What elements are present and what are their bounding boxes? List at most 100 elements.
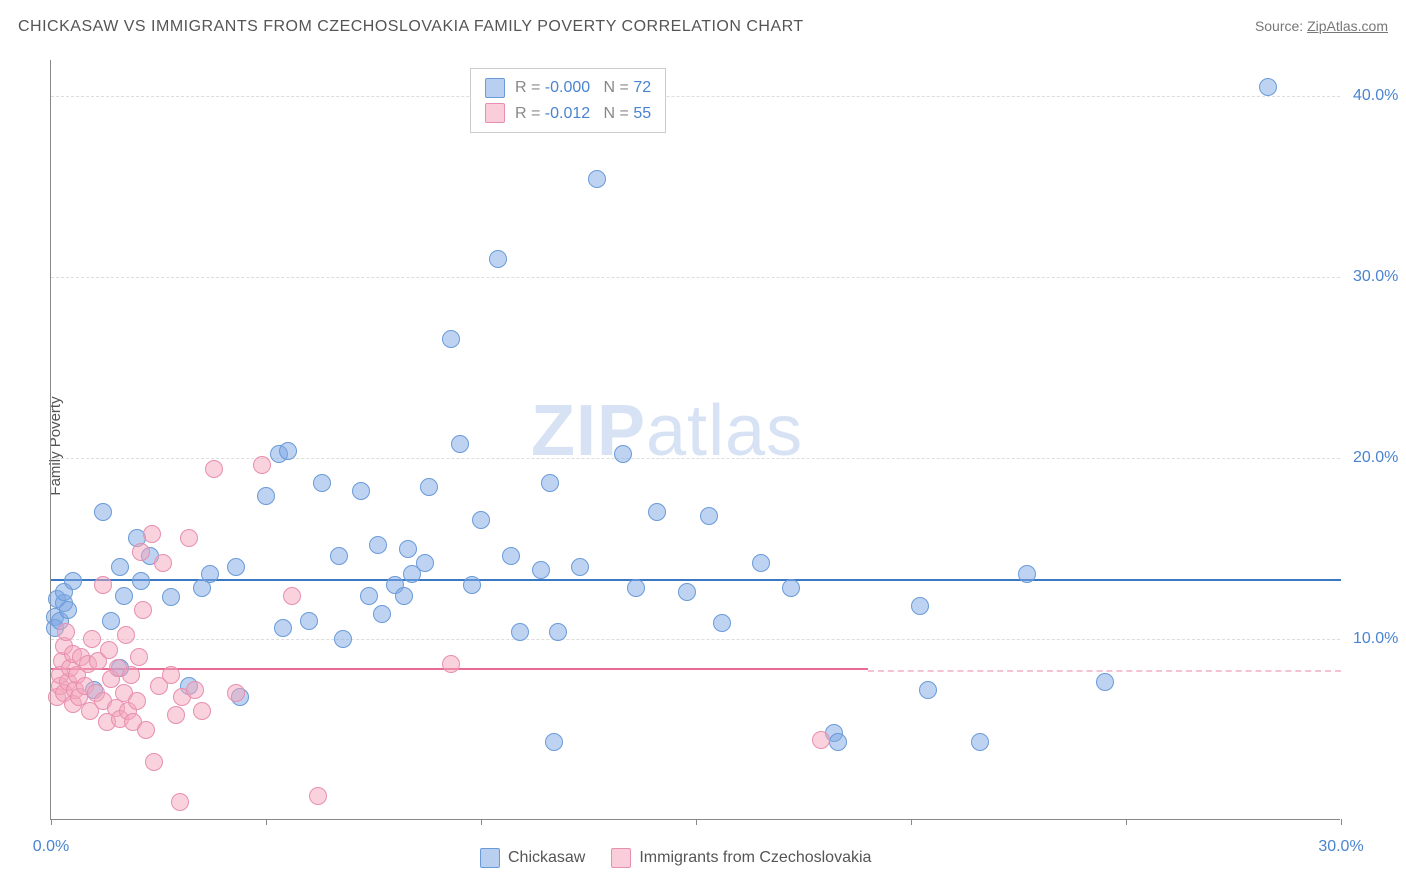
chart-header: CHICKASAW VS IMMIGRANTS FROM CZECHOSLOVA… (18, 18, 1388, 36)
data-point (143, 525, 161, 543)
data-point (111, 558, 129, 576)
data-point (330, 547, 348, 565)
data-point (1018, 565, 1036, 583)
trend-line (51, 579, 1341, 581)
data-point (227, 558, 245, 576)
data-point (313, 474, 331, 492)
data-point (416, 554, 434, 572)
data-point (588, 170, 606, 188)
data-point (193, 702, 211, 720)
data-point (130, 648, 148, 666)
data-point (395, 587, 413, 605)
data-point (678, 583, 696, 601)
trend-line-extrapolated (868, 670, 1341, 672)
data-point (1259, 78, 1277, 96)
x-tick (696, 819, 697, 825)
data-point (1096, 673, 1114, 691)
gridline (51, 96, 1340, 97)
legend-swatch (480, 848, 500, 868)
data-point (399, 540, 417, 558)
data-point (94, 503, 112, 521)
data-point (502, 547, 520, 565)
gridline (51, 277, 1340, 278)
gridline (51, 639, 1340, 640)
data-point (132, 572, 150, 590)
legend-label: Chickasaw (508, 849, 585, 867)
data-point (83, 630, 101, 648)
legend-swatch (611, 848, 631, 868)
data-point (627, 579, 645, 597)
x-tick (1126, 819, 1127, 825)
data-point (180, 529, 198, 547)
data-point (713, 614, 731, 632)
series-legend: Chickasaw Immigrants from Czechoslovakia (480, 848, 871, 868)
data-point (463, 576, 481, 594)
chart-source: Source: ZipAtlas.com (1255, 18, 1388, 34)
data-point (137, 721, 155, 739)
legend-row: R = -0.000 N = 72 (485, 75, 651, 101)
data-point (205, 460, 223, 478)
data-point (352, 482, 370, 500)
legend-stats: R = -0.012 N = 55 (515, 101, 651, 127)
data-point (334, 630, 352, 648)
data-point (145, 753, 163, 771)
data-point (134, 601, 152, 619)
x-tick (1341, 819, 1342, 825)
data-point (700, 507, 718, 525)
data-point (64, 572, 82, 590)
data-point (971, 733, 989, 751)
data-point (279, 442, 297, 460)
data-point (100, 641, 118, 659)
legend-label: Immigrants from Czechoslovakia (639, 849, 871, 867)
y-tick-label: 30.0% (1353, 268, 1398, 286)
data-point (227, 684, 245, 702)
data-point (911, 597, 929, 615)
data-point (128, 692, 146, 710)
data-point (545, 733, 563, 751)
legend-swatch (485, 103, 505, 123)
x-tick (266, 819, 267, 825)
data-point (442, 655, 460, 673)
data-point (549, 623, 567, 641)
data-point (571, 558, 589, 576)
legend-item: Immigrants from Czechoslovakia (611, 848, 871, 868)
data-point (489, 250, 507, 268)
data-point (283, 587, 301, 605)
scatter-plot: ZIPatlas 10.0%20.0%30.0%40.0%0.0%30.0% (50, 60, 1340, 820)
x-tick (481, 819, 482, 825)
correlation-legend: R = -0.000 N = 72R = -0.012 N = 55 (470, 68, 666, 133)
data-point (829, 733, 847, 751)
data-point (59, 601, 77, 619)
data-point (451, 435, 469, 453)
data-point (752, 554, 770, 572)
data-point (812, 731, 830, 749)
data-point (171, 793, 189, 811)
data-point (115, 587, 133, 605)
y-tick-label: 40.0% (1353, 87, 1398, 105)
y-tick-label: 20.0% (1353, 449, 1398, 467)
gridline (51, 458, 1340, 459)
data-point (122, 666, 140, 684)
data-point (300, 612, 318, 630)
data-point (257, 487, 275, 505)
data-point (369, 536, 387, 554)
data-point (782, 579, 800, 597)
data-point (442, 330, 460, 348)
data-point (919, 681, 937, 699)
data-point (511, 623, 529, 641)
legend-item: Chickasaw (480, 848, 585, 868)
legend-row: R = -0.012 N = 55 (485, 101, 651, 127)
legend-swatch (485, 78, 505, 98)
data-point (102, 612, 120, 630)
source-link[interactable]: ZipAtlas.com (1307, 18, 1388, 34)
data-point (472, 511, 490, 529)
data-point (201, 565, 219, 583)
chart-title: CHICKASAW VS IMMIGRANTS FROM CZECHOSLOVA… (18, 18, 804, 36)
data-point (117, 626, 135, 644)
data-point (132, 543, 150, 561)
x-tick-label: 30.0% (1318, 838, 1363, 856)
data-point (94, 576, 112, 594)
legend-stats: R = -0.000 N = 72 (515, 75, 651, 101)
source-prefix: Source: (1255, 18, 1307, 34)
y-tick-label: 10.0% (1353, 630, 1398, 648)
